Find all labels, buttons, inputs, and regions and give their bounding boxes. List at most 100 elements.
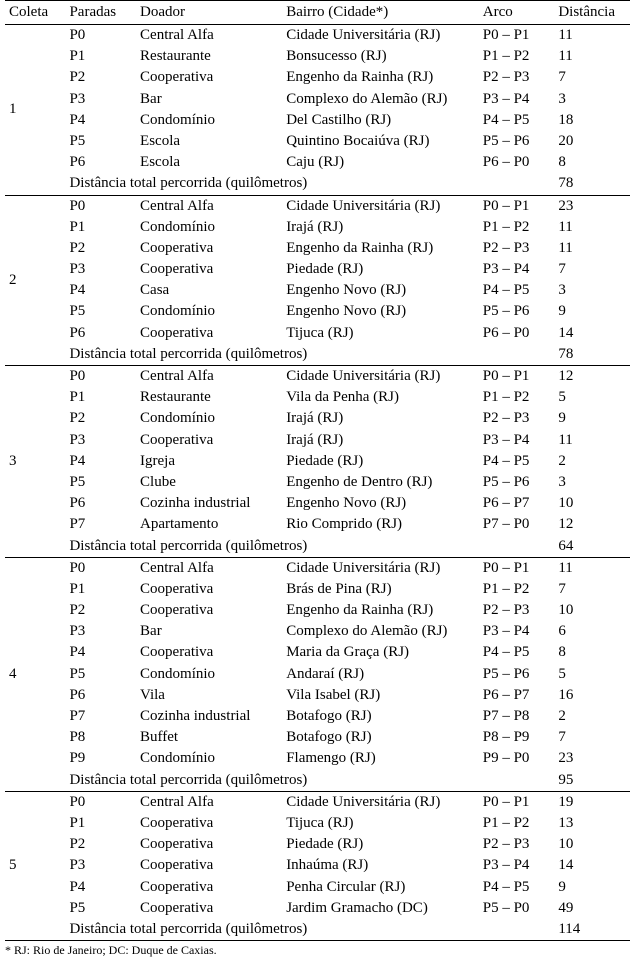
cell-bairro: Cidade Universitária (RJ): [282, 366, 479, 388]
cell-arco: P4 – P5: [479, 110, 555, 131]
table-row: 1P0Central AlfaCidade Universitária (RJ)…: [5, 25, 630, 47]
table-row: P7Cozinha industrialBotafogo (RJ)P7 – P8…: [5, 706, 630, 727]
cell-arco: P4 – P5: [479, 642, 555, 663]
cell-dist: 11: [554, 25, 630, 47]
cell-arco: P6 – P7: [479, 685, 555, 706]
cell-doador: Condomínio: [136, 217, 282, 238]
cell-bairro: Cidade Universitária (RJ): [282, 195, 479, 217]
cell-doador: Igreja: [136, 451, 282, 472]
cell-bairro: Engenho da Rainha (RJ): [282, 600, 479, 621]
cell-dist: 7: [554, 727, 630, 748]
col-arco: Arco: [479, 1, 555, 25]
cell-arco: P4 – P5: [479, 877, 555, 898]
table-row: P1CooperativaTijuca (RJ)P1 – P213: [5, 813, 630, 834]
cell-doador: Cooperativa: [136, 877, 282, 898]
cell-arco: P4 – P5: [479, 451, 555, 472]
cell-bairro: Complexo do Alemão (RJ): [282, 621, 479, 642]
cell-doador: Buffet: [136, 727, 282, 748]
table-head: Coleta Paradas Doador Bairro (Cidade*) A…: [5, 1, 630, 25]
cell-arco: P0 – P1: [479, 25, 555, 47]
cell-doador: Condomínio: [136, 664, 282, 685]
cell-dist: 14: [554, 855, 630, 876]
table-row: P6VilaVila Isabel (RJ)P6 – P716: [5, 685, 630, 706]
cell-bairro: Cidade Universitária (RJ): [282, 791, 479, 813]
cell-doador: Condomínio: [136, 110, 282, 131]
cell-paradas: P2: [65, 834, 136, 855]
cell-bairro: Flamengo (RJ): [282, 748, 479, 769]
cell-arco: P8 – P9: [479, 727, 555, 748]
cell-bairro: Cidade Universitária (RJ): [282, 25, 479, 47]
table-row: P1RestauranteVila da Penha (RJ)P1 – P25: [5, 387, 630, 408]
cell-arco: P2 – P3: [479, 600, 555, 621]
table-row: P1CondomínioIrajá (RJ)P1 – P211: [5, 217, 630, 238]
cell-paradas: P6: [65, 323, 136, 344]
cell-paradas: P6: [65, 685, 136, 706]
cell-dist: 11: [554, 238, 630, 259]
cell-doador: Cozinha industrial: [136, 706, 282, 727]
cell-arco: P3 – P4: [479, 621, 555, 642]
cell-bairro: Rio Comprido (RJ): [282, 514, 479, 535]
total-label: Distância total percorrida (quilômetros): [65, 770, 554, 792]
cell-bairro: Piedade (RJ): [282, 259, 479, 280]
total-value: 78: [554, 344, 630, 366]
cell-paradas: P7: [65, 514, 136, 535]
cell-paradas: P2: [65, 238, 136, 259]
cell-bairro: Brás de Pina (RJ): [282, 579, 479, 600]
cell-bairro: Engenho Novo (RJ): [282, 280, 479, 301]
cell-arco: P2 – P3: [479, 408, 555, 429]
cell-bairro: Caju (RJ): [282, 152, 479, 173]
table-row: P5CooperativaJardim Gramacho (DC)P5 – P0…: [5, 898, 630, 919]
cell-doador: Bar: [136, 89, 282, 110]
table-row: P2CooperativaEngenho da Rainha (RJ)P2 – …: [5, 67, 630, 88]
cell-doador: Cooperativa: [136, 898, 282, 919]
cell-arco: P6 – P0: [479, 323, 555, 344]
cell-doador: Restaurante: [136, 46, 282, 67]
table-row: P2CondomínioIrajá (RJ)P2 – P39: [5, 408, 630, 429]
table-row: P9CondomínioFlamengo (RJ)P9 – P023: [5, 748, 630, 769]
cell-paradas: P0: [65, 557, 136, 579]
footnote: * RJ: Rio de Janeiro; DC: Duque de Caxia…: [5, 941, 630, 958]
cell-dist: 10: [554, 600, 630, 621]
cell-bairro: Vila da Penha (RJ): [282, 387, 479, 408]
total-row: Distância total percorrida (quilômetros)…: [5, 536, 630, 558]
table-row: P8BuffetBotafogo (RJ)P8 – P97: [5, 727, 630, 748]
table-row: P3BarComplexo do Alemão (RJ)P3 – P43: [5, 89, 630, 110]
cell-coleta: 1: [5, 25, 65, 196]
cell-arco: P4 – P5: [479, 280, 555, 301]
cell-doador: Condomínio: [136, 301, 282, 322]
cell-doador: Cozinha industrial: [136, 493, 282, 514]
col-coleta: Coleta: [5, 1, 65, 25]
cell-paradas: P7: [65, 706, 136, 727]
cell-dist: 14: [554, 323, 630, 344]
cell-bairro: Bonsucesso (RJ): [282, 46, 479, 67]
cell-doador: Cooperativa: [136, 323, 282, 344]
cell-dist: 2: [554, 706, 630, 727]
col-doador: Doador: [136, 1, 282, 25]
cell-bairro: Penha Circular (RJ): [282, 877, 479, 898]
cell-bairro: Engenho da Rainha (RJ): [282, 67, 479, 88]
cell-dist: 10: [554, 493, 630, 514]
cell-doador: Vila: [136, 685, 282, 706]
cell-dist: 2: [554, 451, 630, 472]
total-label: Distância total percorrida (quilômetros): [65, 536, 554, 558]
table-row: P3BarComplexo do Alemão (RJ)P3 – P46: [5, 621, 630, 642]
cell-dist: 49: [554, 898, 630, 919]
cell-doador: Cooperativa: [136, 600, 282, 621]
cell-dist: 12: [554, 514, 630, 535]
cell-bairro: Vila Isabel (RJ): [282, 685, 479, 706]
total-label: Distância total percorrida (quilômetros): [65, 344, 554, 366]
cell-arco: P3 – P4: [479, 855, 555, 876]
cell-paradas: P5: [65, 301, 136, 322]
table-row: P3CooperativaIrajá (RJ)P3 – P411: [5, 430, 630, 451]
cell-dist: 23: [554, 195, 630, 217]
col-paradas: Paradas: [65, 1, 136, 25]
cell-dist: 7: [554, 579, 630, 600]
col-distancia: Distância: [554, 1, 630, 25]
table-row: 4P0Central AlfaCidade Universitária (RJ)…: [5, 557, 630, 579]
cell-dist: 13: [554, 813, 630, 834]
cell-paradas: P4: [65, 280, 136, 301]
cell-bairro: Inhaúma (RJ): [282, 855, 479, 876]
cell-arco: P3 – P4: [479, 89, 555, 110]
cell-paradas: P5: [65, 898, 136, 919]
cell-coleta: 2: [5, 195, 65, 366]
